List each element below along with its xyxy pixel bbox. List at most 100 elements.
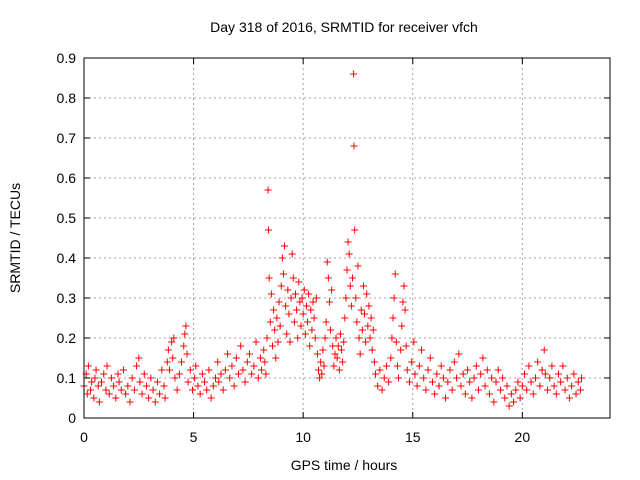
data-point	[173, 386, 181, 394]
data-point	[248, 370, 256, 378]
data-point	[153, 378, 161, 386]
data-point	[188, 386, 196, 394]
data-point	[276, 322, 284, 330]
data-point	[350, 70, 358, 78]
data-point	[275, 298, 283, 306]
data-point	[382, 362, 390, 370]
data-point	[518, 382, 526, 390]
data-point	[572, 390, 580, 398]
data-point	[319, 346, 327, 354]
data-point	[408, 358, 416, 366]
data-point	[305, 290, 313, 298]
data-point	[84, 362, 92, 370]
data-point	[578, 374, 586, 382]
data-point	[178, 358, 186, 366]
data-point	[171, 374, 179, 382]
data-point	[306, 342, 314, 350]
y-axis-label: SRMTID / TECUs	[7, 183, 23, 293]
data-point	[570, 370, 578, 378]
data-point	[344, 238, 352, 246]
data-point	[347, 302, 355, 310]
data-point	[156, 390, 164, 398]
axis-ticks	[83, 57, 610, 419]
data-point	[510, 398, 518, 406]
data-point	[536, 382, 544, 390]
data-point	[544, 386, 552, 394]
data-point	[437, 362, 445, 370]
data-point	[525, 362, 533, 370]
data-point	[333, 354, 341, 362]
data-point	[323, 258, 331, 266]
data-point	[442, 394, 450, 402]
data-point	[133, 362, 141, 370]
data-point	[310, 314, 318, 322]
data-point	[523, 386, 531, 394]
data-point	[317, 358, 325, 366]
data-point	[300, 286, 308, 294]
data-point	[226, 374, 234, 382]
data-point	[392, 338, 400, 346]
data-point	[466, 378, 474, 386]
y-tick-label: 0.6	[57, 170, 77, 186]
data-point	[418, 346, 426, 354]
data-point	[308, 326, 316, 334]
data-point	[266, 318, 274, 326]
data-point	[245, 350, 253, 358]
data-point	[124, 382, 132, 390]
data-point	[548, 362, 556, 370]
data-point	[182, 322, 190, 330]
data-point	[258, 366, 266, 374]
data-point	[180, 342, 188, 350]
data-point	[374, 382, 382, 390]
data-point	[403, 366, 411, 374]
data-point	[158, 366, 166, 374]
data-point	[410, 338, 418, 346]
x-tick-label: 20	[515, 429, 531, 445]
data-point	[194, 382, 202, 390]
data-point	[128, 374, 136, 382]
data-point	[311, 334, 319, 342]
data-point	[341, 314, 349, 322]
data-point	[390, 294, 398, 302]
data-point	[576, 386, 584, 394]
data-point	[87, 386, 95, 394]
data-point	[338, 346, 346, 354]
data-point	[565, 394, 573, 402]
data-point	[389, 314, 397, 322]
x-axis-label: GPS time / hours	[291, 457, 398, 473]
data-point	[186, 366, 194, 374]
data-point	[559, 362, 567, 370]
data-point	[175, 370, 183, 378]
data-point	[114, 370, 122, 378]
data-point	[363, 290, 371, 298]
data-point	[483, 366, 491, 374]
data-point	[313, 350, 321, 358]
data-point	[501, 394, 509, 402]
data-point	[103, 362, 111, 370]
data-point	[83, 390, 91, 398]
data-point	[88, 378, 96, 386]
data-point	[130, 386, 138, 394]
data-point	[254, 374, 262, 382]
data-point	[339, 358, 347, 366]
data-point	[170, 334, 178, 342]
data-point	[282, 302, 290, 310]
data-point	[359, 282, 367, 290]
data-point	[312, 294, 320, 302]
data-point	[112, 394, 120, 402]
data-point	[324, 274, 332, 282]
data-point	[561, 386, 569, 394]
data-point	[183, 350, 191, 358]
data-point	[325, 298, 333, 306]
data-point	[494, 366, 502, 374]
data-point	[336, 330, 344, 338]
data-point	[342, 294, 350, 302]
data-point	[272, 354, 280, 362]
data-point	[370, 358, 378, 366]
data-point	[352, 294, 360, 302]
data-point	[110, 382, 118, 390]
data-point	[214, 358, 222, 366]
data-point	[299, 310, 307, 318]
data-point	[293, 306, 301, 314]
data-point	[499, 374, 507, 382]
